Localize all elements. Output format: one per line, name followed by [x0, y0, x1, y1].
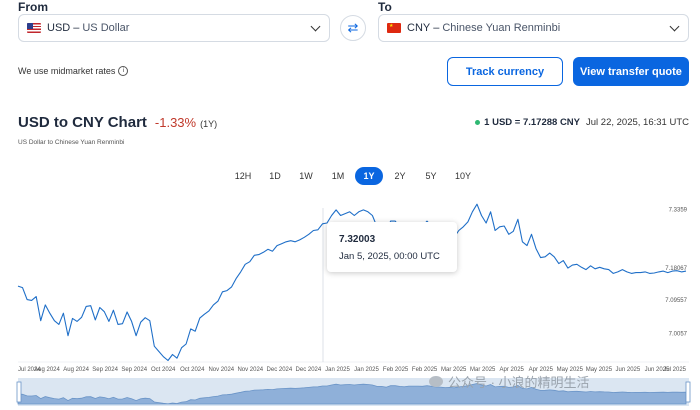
- x-tick-label: Nov 2024: [208, 367, 234, 373]
- x-tick-label: Sep 2024: [92, 367, 118, 373]
- x-tick-label: May 2025: [586, 367, 613, 373]
- swap-currencies-button[interactable]: ⇄: [340, 15, 366, 41]
- x-tick-label: Feb 2025: [412, 367, 438, 373]
- wechat-icon: [429, 376, 443, 387]
- x-tick-label: Oct 2024: [151, 367, 176, 373]
- view-transfer-quote-button[interactable]: View transfer quote: [573, 57, 689, 86]
- track-currency-button[interactable]: Track currency: [447, 57, 563, 86]
- chart-title-row: USD to CNY Chart -1.33% (1Y): [18, 114, 217, 131]
- range-10y[interactable]: 10Y: [454, 171, 471, 181]
- rate-line: [17, 203, 687, 362]
- x-tick-label: Apr 2025: [500, 367, 525, 373]
- to-currency-separator: –: [433, 22, 440, 34]
- y-tick-label: 7.09557: [665, 298, 687, 304]
- watermark-text: 公众号 · 小浪的精明生活: [448, 375, 590, 390]
- range-1w[interactable]: 1W: [299, 171, 313, 181]
- x-tick-label: Sep 2024: [121, 367, 147, 373]
- range-selector: 12H 1D 1W 1M 1Y 2Y 5Y 10Y: [226, 167, 480, 185]
- from-currency-select[interactable]: USD – US Dollar: [18, 14, 330, 42]
- cn-flag-icon: ★: [387, 23, 401, 33]
- us-flag-icon: [27, 23, 41, 33]
- to-label: To: [378, 0, 392, 14]
- live-rate-timestamp: Jul 22, 2025, 16:31 UTC: [586, 117, 689, 128]
- midmarket-note: We use midmarket rates i: [18, 66, 129, 76]
- live-rate: 1 USD = 7.17288 CNY Jul 22, 2025, 16:31 …: [475, 117, 689, 128]
- to-currency-code: CNY: [407, 22, 431, 34]
- x-tick-label: Jun 2025: [645, 367, 670, 373]
- chart-subtitle: US Dollar to Chinese Yuan Renminbi: [18, 139, 125, 146]
- y-tick-label: 7.0057: [669, 332, 688, 338]
- change-percent: -1.33%: [154, 115, 197, 130]
- swap-icon: ⇄: [347, 20, 359, 35]
- live-rate-value: 1 USD = 7.17288 CNY: [484, 117, 581, 128]
- x-tick-label: Mar 2025: [441, 367, 467, 373]
- from-currency-separator: –: [73, 22, 80, 34]
- to-currency-select[interactable]: ★ CNY – Chinese Yuan Renminbi: [378, 14, 689, 42]
- x-tick-label: Dec 2024: [267, 367, 293, 373]
- x-tick-label: Jan 2025: [354, 367, 379, 373]
- x-tick-label: Oct 2024: [180, 367, 205, 373]
- x-tick-label: Apr 2025: [529, 367, 554, 373]
- y-axis-ticks: 7.3359 7.18067 7.09557 7.0057: [665, 208, 687, 338]
- tooltip-value: 7.32003: [339, 234, 376, 245]
- x-tick-label: Dec 2024: [296, 367, 322, 373]
- watermark: 公众号 · 小浪的精明生活: [429, 372, 590, 391]
- live-status-dot: [475, 120, 481, 125]
- x-tick-label: Jan 2025: [325, 367, 350, 373]
- chart-title: USD to CNY Chart: [18, 114, 147, 131]
- x-tick-label: Jul 2025: [663, 367, 686, 373]
- y-tick-label: 7.3359: [669, 208, 688, 214]
- x-tick-label: Aug 2024: [34, 367, 60, 373]
- change-period: (1Y): [200, 119, 218, 129]
- x-tick-label: Jun 2025: [616, 367, 641, 373]
- chart-tooltip: 7.32003 Jan 5, 2025, 00:00 UTC: [327, 222, 457, 272]
- range-5y[interactable]: 5Y: [425, 171, 437, 181]
- midmarket-note-text: We use midmarket rates: [18, 66, 116, 76]
- x-tick-label: Mar 2025: [470, 367, 496, 373]
- y-tick-label: 7.18067: [665, 266, 687, 272]
- from-currency-name: US Dollar: [82, 22, 130, 34]
- chevron-down-icon: [310, 21, 321, 32]
- range-2y[interactable]: 2Y: [394, 171, 406, 181]
- from-label: From: [18, 0, 48, 14]
- range-12h[interactable]: 12H: [234, 171, 252, 181]
- tooltip-date: Jan 5, 2025, 00:00 UTC: [339, 251, 440, 262]
- x-tick-label: Feb 2025: [383, 367, 409, 373]
- chevron-down-icon: [669, 21, 680, 32]
- to-currency-name: Chinese Yuan Renminbi: [442, 22, 561, 34]
- info-icon[interactable]: i: [118, 66, 129, 76]
- x-tick-label: Nov 2024: [237, 367, 263, 373]
- navigator-area: [17, 383, 687, 405]
- navigator-left-handle[interactable]: [16, 381, 22, 403]
- range-1d[interactable]: 1D: [269, 171, 281, 181]
- x-tick-label: Aug 2024: [63, 367, 89, 373]
- x-tick-label: May 2025: [557, 367, 584, 373]
- navigator-right-handle[interactable]: [685, 381, 691, 403]
- range-1m[interactable]: 1M: [331, 171, 345, 181]
- x-tick-label: Jul 2024: [18, 367, 41, 373]
- from-currency-code: USD: [47, 22, 71, 34]
- range-1y[interactable]: 1Y: [355, 167, 383, 185]
